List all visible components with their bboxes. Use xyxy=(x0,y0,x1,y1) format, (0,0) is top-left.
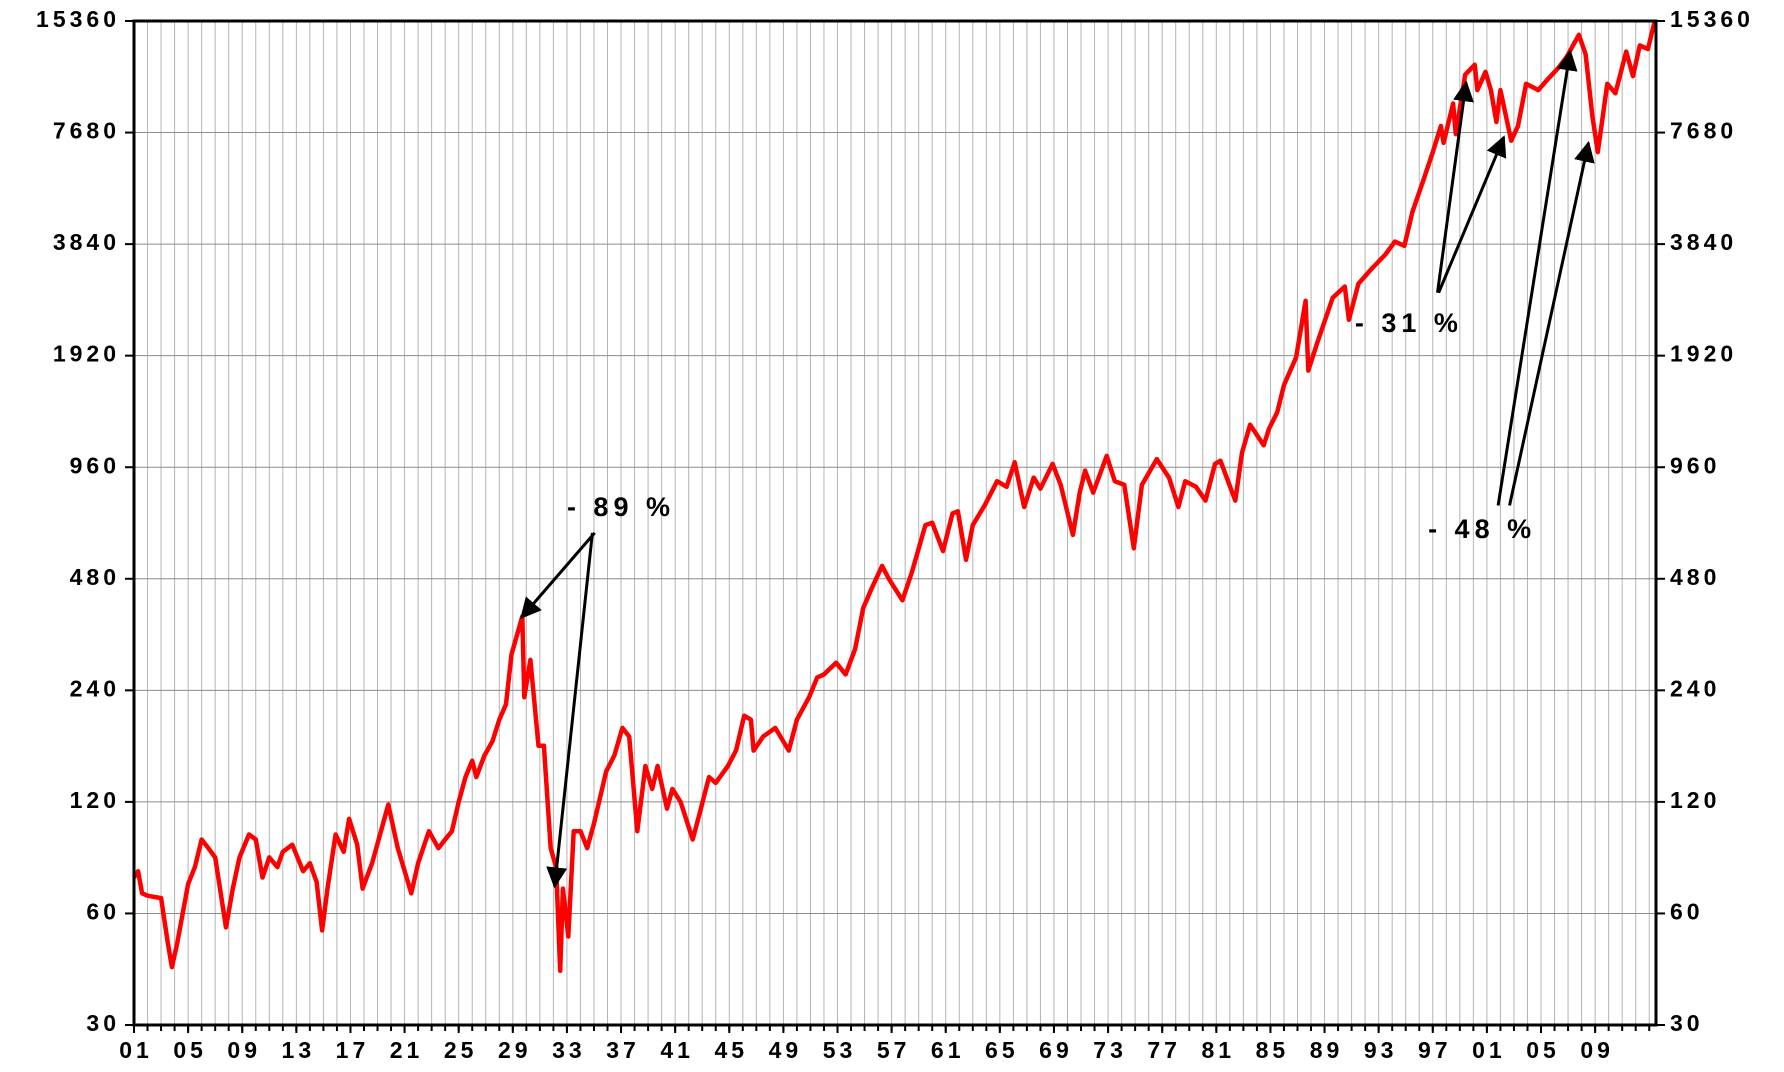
y2-tick-label: 240 xyxy=(1670,675,1720,701)
x-tick-label: 13 xyxy=(282,1037,316,1063)
x-tick-label: 65 xyxy=(985,1037,1019,1063)
plot-frame xyxy=(132,19,1658,1027)
annotation-arrow xyxy=(520,531,596,620)
x-tick-label: 85 xyxy=(1256,1037,1290,1063)
x-tick-label: 05 xyxy=(173,1037,207,1063)
y2-tick-label: 960 xyxy=(1670,452,1720,478)
x-tick-label: 05 xyxy=(1526,1037,1560,1063)
y-tick-label: 480 xyxy=(70,564,120,590)
x-tick-label: 81 xyxy=(1202,1037,1236,1063)
y-tick-label: 240 xyxy=(70,675,120,701)
annotation-arrow xyxy=(1436,80,1474,293)
annotation: - 89 % xyxy=(567,492,675,522)
x-tick-label: 01 xyxy=(119,1037,153,1063)
y2-tick-label: 3840 xyxy=(1670,229,1737,255)
x-tick-label: 49 xyxy=(769,1037,803,1063)
y2-tick-label: 7680 xyxy=(1670,118,1737,144)
y2-tick-label: 480 xyxy=(1670,564,1720,590)
y-tick-label: 120 xyxy=(70,787,120,813)
x-tick-label: 97 xyxy=(1418,1037,1452,1063)
x-tick-label: 57 xyxy=(877,1037,911,1063)
x-tick-label: 77 xyxy=(1147,1037,1181,1063)
y-tick-label: 1920 xyxy=(53,341,120,367)
y2-tick-label: 15360 xyxy=(1670,6,1754,32)
y-tick-label: 15360 xyxy=(36,6,120,32)
y2-tick-label: 1920 xyxy=(1670,341,1737,367)
x-tick-label: 21 xyxy=(390,1037,424,1063)
x-tick-label: 41 xyxy=(660,1037,694,1063)
y2-tick-label: 30 xyxy=(1670,1010,1704,1036)
x-tick-label: 89 xyxy=(1310,1037,1344,1063)
annotation-arrow xyxy=(1496,49,1578,506)
y2-tick-label: 60 xyxy=(1670,899,1704,925)
annotation-arrow xyxy=(1437,135,1507,294)
x-tick-label: 45 xyxy=(714,1037,748,1063)
annotation-arrow xyxy=(546,532,594,889)
x-tick-label: 69 xyxy=(1039,1037,1073,1063)
y2-tick-label: 120 xyxy=(1670,787,1720,813)
annotation: - 48 % xyxy=(1428,514,1536,544)
x-tick-label: 09 xyxy=(227,1037,261,1063)
x-tick-label: 29 xyxy=(498,1037,532,1063)
x-tick-label: 33 xyxy=(552,1037,586,1063)
y-tick-label: 30 xyxy=(86,1010,120,1036)
x-tick-label: 73 xyxy=(1093,1037,1127,1063)
annotation-arrow xyxy=(1508,140,1595,506)
y-tick-label: 3840 xyxy=(53,229,120,255)
x-tick-label: 09 xyxy=(1580,1037,1614,1063)
x-tick-label: 17 xyxy=(336,1037,370,1063)
x-tick-label: 93 xyxy=(1364,1037,1398,1063)
x-tick-label: 37 xyxy=(606,1037,640,1063)
annotation: - 31 % xyxy=(1355,308,1463,338)
x-tick-label: 61 xyxy=(931,1037,965,1063)
x-tick-label: 25 xyxy=(444,1037,478,1063)
x-tick-label: 53 xyxy=(823,1037,857,1063)
index-line xyxy=(132,21,1657,974)
y-tick-label: 960 xyxy=(70,452,120,478)
y-tick-label: 7680 xyxy=(53,118,120,144)
y-tick-label: 60 xyxy=(86,899,120,925)
x-tick-label: 01 xyxy=(1472,1037,1506,1063)
